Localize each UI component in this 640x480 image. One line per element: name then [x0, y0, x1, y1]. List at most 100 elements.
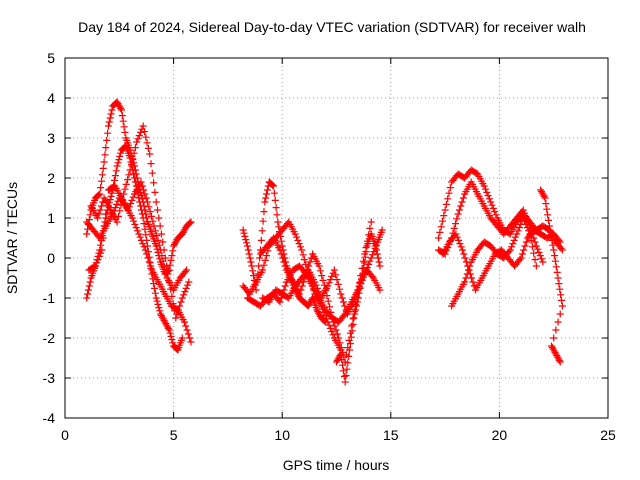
data-point: [112, 167, 120, 175]
data-point: [281, 282, 289, 290]
data-point: [83, 230, 91, 238]
data-point: [328, 328, 336, 336]
data-point: [518, 250, 526, 258]
data-point: [534, 245, 542, 253]
data-point: [541, 194, 549, 202]
data-point: [121, 185, 129, 193]
data-point: [350, 314, 358, 322]
data-point: [157, 230, 165, 238]
data-point: [125, 203, 133, 211]
data-point: [154, 300, 162, 308]
data-point: [323, 315, 331, 323]
data-point: [516, 256, 524, 264]
y-tick-label: 2: [47, 170, 55, 186]
data-point: [525, 227, 533, 235]
data-point: [140, 186, 148, 194]
data-point: [127, 160, 135, 168]
data-point: [98, 246, 106, 254]
data-point: [329, 318, 337, 326]
data-point: [105, 118, 113, 126]
data-point: [340, 312, 348, 320]
data-point: [94, 256, 102, 264]
data-point: [462, 274, 470, 282]
data-point: [124, 176, 132, 184]
data-point: [368, 272, 376, 280]
x-tick-label: 5: [170, 427, 178, 443]
data-point: [372, 246, 380, 254]
data-point: [455, 206, 463, 214]
data-point: [333, 276, 341, 284]
data-point: [115, 156, 123, 164]
data-point: [153, 232, 161, 240]
data-point: [140, 128, 148, 136]
data-point: [144, 242, 152, 250]
data-point: [150, 222, 158, 230]
data-point: [316, 267, 324, 275]
x-tick-label: 15: [383, 427, 399, 443]
data-point: [98, 171, 106, 179]
data-point: [131, 174, 139, 182]
data-point: [330, 266, 338, 274]
data-point: [154, 206, 162, 214]
data-point: [91, 262, 99, 270]
data-point: [183, 266, 191, 274]
data-point: [531, 238, 539, 246]
data-point: [457, 202, 465, 210]
data-point: [547, 232, 555, 240]
data-point: [269, 181, 277, 189]
data-point: [134, 135, 142, 143]
data-point: [137, 206, 145, 214]
data-point: [169, 247, 177, 255]
data-point: [276, 246, 284, 254]
data-point: [114, 159, 122, 167]
data-point: [186, 219, 194, 227]
data-point: [106, 114, 114, 122]
data-point: [452, 220, 460, 228]
data-point: [527, 236, 535, 244]
data-point: [151, 227, 159, 235]
y-tick-label: 1: [47, 210, 55, 226]
data-point: [149, 217, 157, 225]
data-point: [281, 262, 289, 270]
data-point: [556, 238, 564, 246]
data-point: [243, 239, 251, 247]
plot-frame: [64, 57, 609, 419]
data-point: [144, 198, 152, 206]
data-point: [458, 246, 466, 254]
chart-title: Day 184 of 2024, Sidereal Day-to-day VTE…: [78, 19, 586, 35]
data-point: [341, 378, 349, 386]
x-tick-label: 0: [61, 427, 69, 443]
data-point: [161, 254, 169, 262]
x-tick-label: 25: [600, 427, 616, 443]
data-point: [300, 256, 308, 264]
data-point: [374, 254, 382, 262]
data-point: [99, 234, 107, 242]
data-point: [135, 230, 143, 238]
data-point: [555, 280, 563, 288]
x-tick-label: 10: [274, 427, 290, 443]
data-point: [86, 211, 94, 219]
data-point: [331, 322, 339, 330]
data-point: [113, 162, 121, 170]
data-point: [165, 326, 173, 334]
series-s5: [87, 122, 193, 322]
data-point: [528, 243, 536, 251]
data-point: [101, 151, 109, 159]
data-point: [116, 207, 124, 215]
data-point: [456, 240, 464, 248]
data-point: [270, 182, 278, 190]
data-point: [118, 112, 126, 120]
data-point: [347, 333, 355, 341]
data-point: [352, 302, 360, 310]
data-point: [521, 242, 529, 250]
data-point: [163, 262, 171, 270]
data-point: [366, 257, 374, 265]
data-point: [552, 263, 560, 271]
data-point: [511, 233, 519, 241]
data-point: [154, 236, 162, 244]
data-point: [273, 211, 281, 219]
data-point: [554, 318, 562, 326]
data-point: [168, 252, 176, 260]
data-point: [97, 249, 105, 257]
data-point: [261, 256, 269, 264]
